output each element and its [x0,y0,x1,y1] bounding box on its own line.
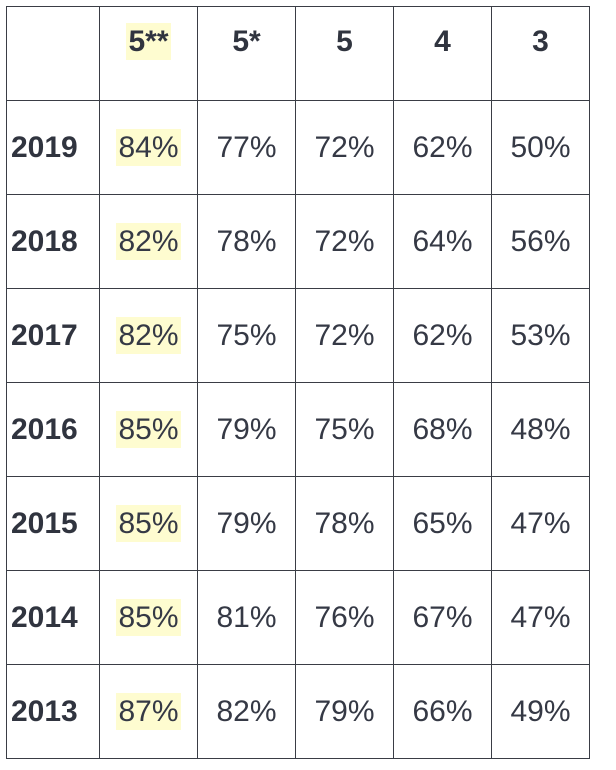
column-header: 5 [295,6,394,101]
column-header: 4 [393,6,492,101]
table-cell: 64% [393,194,492,289]
table-cell: 66% [393,664,492,759]
table-row: 2017 82% 75% 72% 62% 53% [6,288,590,383]
table-cell: 78% [295,476,394,571]
table-cell: 53% [491,288,590,383]
table-cell: 75% [295,382,394,477]
table-cell: 79% [197,382,296,477]
table-cell: 75% [197,288,296,383]
highlighted-value: 85% [116,504,181,542]
table-cell: 77% [197,100,296,195]
table-cell: 72% [295,100,394,195]
row-year: 2019 [6,100,100,195]
row-year: 2017 [6,288,100,383]
table-cell: 49% [491,664,590,759]
table-cell: 62% [393,288,492,383]
column-header: 5* [197,6,296,101]
table-cell: 72% [295,194,394,289]
table-cell: 79% [295,664,394,759]
table-cell: 82% [197,664,296,759]
highlighted-value: 82% [116,316,181,354]
column-header: 5** [99,6,198,101]
grade-percentage-table: 5** 5* 5 4 3 2019 84% 77% 72% 62% 50% 20… [6,6,590,759]
column-header-label: 5** [126,23,171,60]
table-row: 2018 82% 78% 72% 64% 56% [6,194,590,289]
table-cell: 65% [393,476,492,571]
row-year: 2018 [6,194,100,289]
table-row: 2016 85% 79% 75% 68% 48% [6,382,590,477]
table-cell: 78% [197,194,296,289]
highlighted-value: 85% [116,598,181,636]
table-cell: 84% [99,100,198,195]
table-cell: 47% [491,570,590,665]
table-row: 2013 87% 82% 79% 66% 49% [6,664,590,759]
table-row: 2014 85% 81% 76% 67% 47% [6,570,590,665]
highlighted-value: 85% [116,410,181,448]
table-cell: 50% [491,100,590,195]
row-year: 2014 [6,570,100,665]
table-cell: 82% [99,288,198,383]
highlighted-value: 82% [116,222,181,260]
table-cell: 85% [99,476,198,571]
row-year: 2016 [6,382,100,477]
table-cell: 87% [99,664,198,759]
table-cell: 76% [295,570,394,665]
row-year: 2015 [6,476,100,571]
header-row: 5** 5* 5 4 3 [6,6,590,101]
column-header: 3 [491,6,590,101]
table-cell: 62% [393,100,492,195]
table-cell: 48% [491,382,590,477]
table-row: 2015 85% 79% 78% 65% 47% [6,476,590,571]
table-cell: 47% [491,476,590,571]
table-cell: 56% [491,194,590,289]
highlighted-value: 84% [116,128,181,166]
table-cell: 67% [393,570,492,665]
row-year: 2013 [6,664,100,759]
table-cell: 81% [197,570,296,665]
table-cell: 85% [99,382,198,477]
table-cell: 72% [295,288,394,383]
highlighted-value: 87% [116,692,181,730]
table-cell: 85% [99,570,198,665]
table-cell: 82% [99,194,198,289]
table-cell: 68% [393,382,492,477]
table-row: 2019 84% 77% 72% 62% 50% [6,100,590,195]
corner-cell [6,6,100,101]
table-cell: 79% [197,476,296,571]
